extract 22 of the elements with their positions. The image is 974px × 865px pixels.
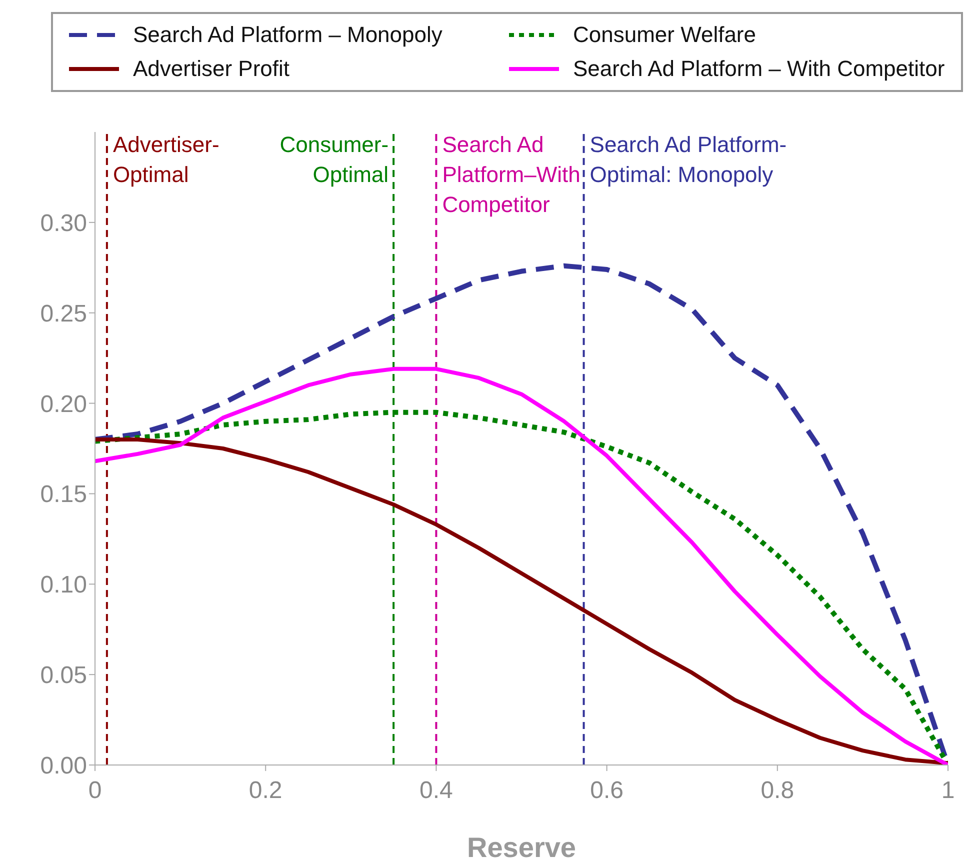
y-tick-label: 0.30: [40, 210, 87, 237]
ref-line-label: Consumer- Optimal: [280, 132, 389, 187]
y-tick-label: 0.10: [40, 572, 87, 599]
y-tick-label: 0.05: [40, 662, 87, 690]
x-tick-label: 1: [941, 777, 955, 804]
x-tick-label: 0.6: [590, 777, 624, 804]
x-tick-label: 0.4: [420, 777, 453, 804]
legend-label: Advertiser Profit: [133, 56, 290, 82]
x-tick-label: 0.2: [248, 777, 282, 804]
ref-line-label: Search Ad Platform- Optimal: Monopoly: [590, 132, 787, 187]
y-tick-label: 0.20: [40, 390, 87, 418]
x-tick-label: 0.8: [760, 777, 794, 804]
x-axis-title: Reserve: [467, 832, 576, 863]
ref-line-label: Search Ad Platform–With Competitor: [442, 132, 580, 217]
legend-label: Search Ad Platform – Monopoly: [133, 22, 442, 48]
y-tick-label: 0.15: [40, 481, 87, 508]
ref-line-label: Advertiser- Optimal: [112, 132, 220, 187]
x-tick-label: 0: [88, 777, 102, 804]
y-tick-label: 0.25: [40, 300, 87, 328]
y-tick-label: 0.00: [40, 752, 87, 780]
legend-label: Search Ad Platform – With Competitor: [573, 56, 945, 82]
legend-label: Consumer Welfare: [573, 22, 756, 48]
